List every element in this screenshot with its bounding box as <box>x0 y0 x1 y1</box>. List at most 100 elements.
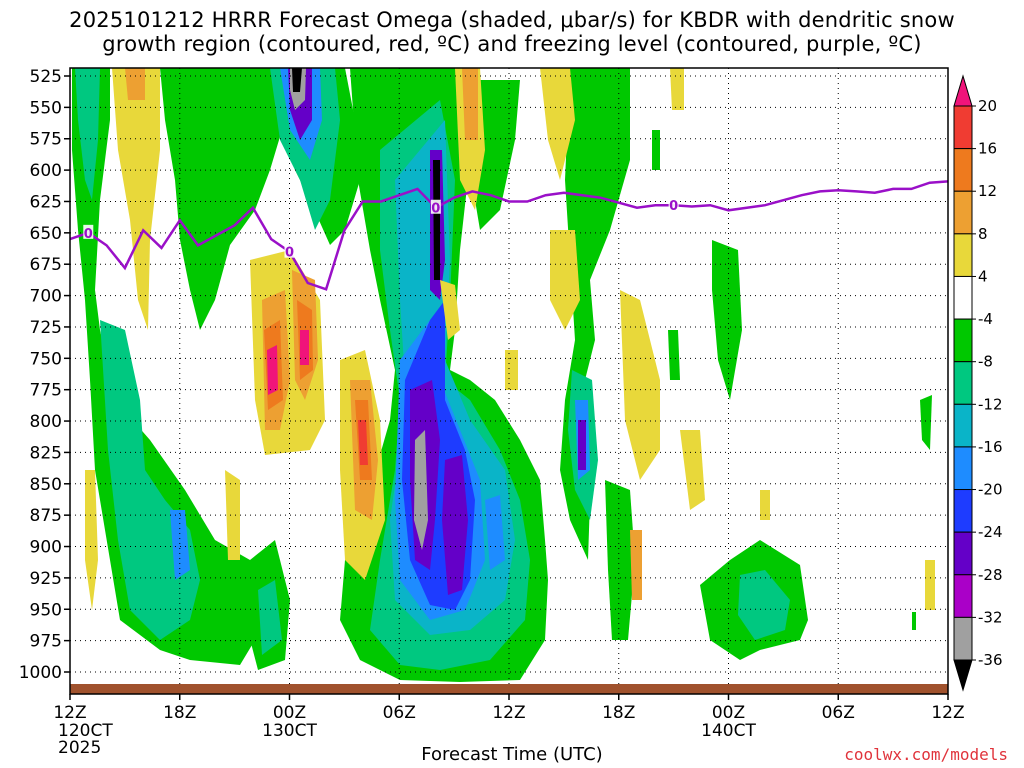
omega-field-magenta-2 <box>300 330 309 365</box>
colorbar-segment <box>953 233 973 277</box>
omega-field-yellow-7 <box>620 290 660 480</box>
chart-title-line-1: 2025101212 HRRR Forecast Omega (shaded, … <box>69 8 955 32</box>
y-tick-label: 1000 <box>19 663 62 683</box>
omega-field-magenta-3 <box>358 420 368 465</box>
omega-field-grey-core <box>414 430 428 550</box>
freezing-level-label: 0 <box>431 202 440 217</box>
omega-field-green-isolated-1 <box>668 330 680 380</box>
colorbar-segment <box>953 275 973 320</box>
colorbar-label: 4 <box>978 267 988 285</box>
x-tick-label: 12Z <box>492 703 525 723</box>
omega-field-green-isolated-2 <box>920 395 932 450</box>
colorbar-label: -24 <box>978 523 1003 541</box>
colorbar-segment <box>953 190 973 235</box>
omega-field-yellow-15 <box>925 560 935 610</box>
omega-field-yellow-8 <box>85 470 98 610</box>
freezing-level-label: 0 <box>669 199 678 214</box>
colorbar: 20 16 12 8 4 -4 -8 -12 -16 -20 -24 -28 -32 -36 <box>953 74 1003 692</box>
y-tick-label: 875 <box>30 506 62 526</box>
omega-field-orange-5 <box>630 530 642 600</box>
colorbar-label: -16 <box>978 438 1003 456</box>
colorbar-label: -8 <box>978 353 993 371</box>
colorbar-segment <box>953 318 973 363</box>
y-tick-label: 600 <box>30 161 62 181</box>
omega-field-yellow-1 <box>112 68 160 330</box>
omega-field-green-18z-small <box>605 480 635 640</box>
x-tick-label: 06Z <box>822 703 855 723</box>
y-tick-label: 925 <box>30 569 62 589</box>
omega-field-yellow-13 <box>505 350 518 390</box>
freezing-level-label: 0 <box>285 246 294 261</box>
colorbar-label: -20 <box>978 481 1003 499</box>
omega-field-blue-4 <box>170 510 190 580</box>
y-tick-label: 750 <box>30 349 62 369</box>
colorbar-segment <box>953 574 973 618</box>
colorbar-top-arrow <box>953 74 973 107</box>
chart-title-line-2: growth region (contoured, red, ºC) and f… <box>102 32 922 56</box>
omega-field-purple-core-2 <box>442 455 468 595</box>
omega-field-teal-low <box>738 570 790 640</box>
x-date-label: 130CT <box>262 721 317 741</box>
omega-field-yellow-6 <box>550 230 580 330</box>
plot-area: 0 0 0 0 <box>69 67 949 695</box>
freezing-level-line <box>70 180 948 291</box>
x-tick-label: 18Z <box>602 703 635 723</box>
colorbar-label: -36 <box>978 651 1003 669</box>
x-tick-label: 00Z <box>273 703 306 723</box>
colorbar-segment <box>953 105 973 150</box>
omega-field-black-upper <box>292 68 302 92</box>
omega-field-yellow-14 <box>760 490 770 520</box>
freezing-level-label: 0 <box>84 227 93 242</box>
y-tick-label: 650 <box>30 224 62 244</box>
omega-field-teal-low-left <box>258 580 282 655</box>
y-tick-label: 950 <box>30 600 62 620</box>
x-tick-label: 12Z <box>931 703 964 723</box>
y-tick-label: 700 <box>30 287 62 307</box>
colorbar-segment <box>953 531 973 576</box>
omega-field-purple-18z <box>578 420 586 470</box>
x-tick-label: 06Z <box>383 703 416 723</box>
y-tick-label: 775 <box>30 381 62 401</box>
y-tick-label: 825 <box>30 443 62 463</box>
y-tick-label: 725 <box>30 318 62 338</box>
colorbar-label: -28 <box>978 566 1003 584</box>
omega-field-yellow-10 <box>680 430 705 510</box>
freezing-level-label-bg <box>430 199 441 214</box>
colorbar-segment <box>953 148 973 192</box>
omega-field-teal-west <box>75 68 100 200</box>
omega-field-blue-5 <box>485 495 505 570</box>
credit-text: coolwx.com/models <box>844 745 1008 764</box>
omega-field-orange-6 <box>125 68 145 100</box>
omega-field-yellow-9 <box>225 470 240 560</box>
omega-field-green-00z <box>712 240 742 400</box>
colorbar-segment <box>953 616 973 661</box>
omega-field-black-streak <box>433 160 440 280</box>
colorbar-label: 20 <box>978 97 997 115</box>
y-tick-label: 800 <box>30 412 62 432</box>
y-tick-label: 850 <box>30 475 62 495</box>
omega-field-green-isolated-3 <box>912 612 916 630</box>
x-date-label: 2025 <box>58 738 101 758</box>
y-tick-label: 550 <box>30 98 62 118</box>
y-tick-label: 675 <box>30 255 62 275</box>
colorbar-label: 12 <box>978 182 997 200</box>
y-tick-label: 900 <box>30 538 62 558</box>
freezing-level-label-bg <box>668 197 679 212</box>
freezing-level-contour: 0 0 0 0 <box>70 180 948 291</box>
x-axis-label: Forecast Time (UTC) <box>421 744 603 765</box>
colorbar-segment <box>953 489 973 533</box>
omega-field-green-upper-1 <box>160 68 285 330</box>
y-tick-label: 525 <box>30 67 62 87</box>
colorbar-label: 16 <box>978 140 997 158</box>
x-tick-label: 00Z <box>712 703 745 723</box>
x-date-label: 140CT <box>701 721 756 741</box>
y-axis: 525 550 575 600 625 650 675 700 725 750 775 800 825 8… <box>19 67 70 683</box>
colorbar-segment <box>953 403 973 448</box>
x-tick-label: 18Z <box>163 703 196 723</box>
colorbar-label: 8 <box>978 225 988 243</box>
omega-field-green-upper-right <box>652 130 660 170</box>
omega-field-orange-4 <box>462 68 478 140</box>
colorbar-label: -4 <box>978 310 993 328</box>
omega-field-magenta-1 <box>267 345 278 395</box>
